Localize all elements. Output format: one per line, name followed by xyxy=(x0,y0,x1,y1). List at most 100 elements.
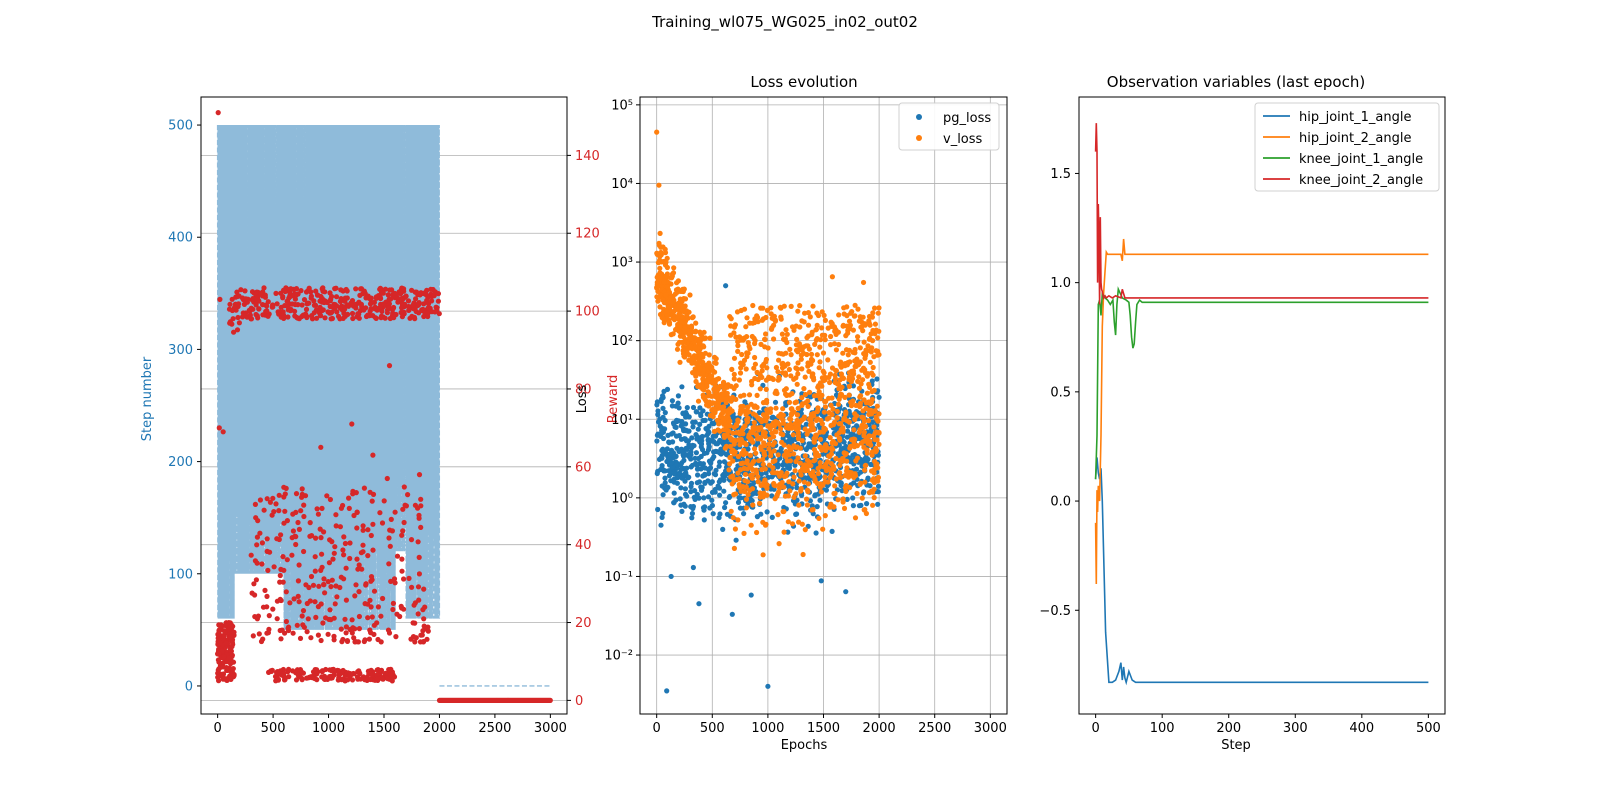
v-loss-point xyxy=(866,433,873,439)
reward-point xyxy=(287,600,293,606)
v-loss-point xyxy=(701,366,707,372)
pg-loss-point xyxy=(709,479,715,485)
v-loss-point xyxy=(794,336,800,342)
v-loss-point xyxy=(799,366,805,372)
v-loss-point xyxy=(815,405,821,411)
reward-point xyxy=(289,552,295,558)
reward-point xyxy=(343,624,349,630)
reward-point xyxy=(337,298,343,304)
reward-point xyxy=(333,294,340,300)
reward-point xyxy=(327,607,333,613)
pg-loss-point xyxy=(675,393,682,399)
v-loss-point xyxy=(785,519,791,525)
v-loss-point xyxy=(787,416,793,422)
reward-point xyxy=(345,311,351,317)
pg-loss-point xyxy=(713,433,719,439)
v-loss-point xyxy=(871,354,877,360)
reward-point xyxy=(293,509,299,515)
v-loss-point xyxy=(778,415,784,421)
v-loss-point xyxy=(816,365,822,371)
v-loss-point xyxy=(835,401,842,407)
v-loss-point xyxy=(747,452,754,458)
v-loss-point xyxy=(697,329,703,335)
pg-loss-point xyxy=(660,393,666,399)
p1-ytick-label: 100 xyxy=(168,567,193,582)
reward-point xyxy=(224,666,230,672)
v-loss-point xyxy=(791,376,797,382)
reward-point xyxy=(284,298,290,304)
reward-point xyxy=(296,599,302,605)
v-loss-point xyxy=(852,515,859,521)
reward-point xyxy=(315,292,321,298)
v-loss-point xyxy=(791,451,797,457)
v-loss-point xyxy=(827,371,834,377)
reward-point xyxy=(421,616,427,622)
reward-point xyxy=(254,289,260,295)
pg-loss-point xyxy=(683,445,689,451)
p3-xtick-label: 400 xyxy=(1349,721,1374,736)
v-loss-point xyxy=(842,451,849,458)
v-loss-point xyxy=(759,317,765,323)
reward-point xyxy=(286,666,292,673)
p2-title: Loss evolution xyxy=(750,73,857,91)
v-loss-point xyxy=(682,337,688,343)
p2-legend-box xyxy=(898,102,1000,151)
reward-point xyxy=(257,530,263,536)
reward-point xyxy=(226,620,232,626)
pg-loss-point xyxy=(655,408,661,414)
v-loss-point xyxy=(692,371,699,377)
v-loss-point xyxy=(657,253,663,260)
pg-loss-point xyxy=(735,499,742,505)
v-loss-point xyxy=(747,463,754,469)
reward-point xyxy=(310,582,317,588)
p3-xtick-label: 500 xyxy=(1416,721,1441,736)
v-loss-point xyxy=(706,360,712,366)
p1-xtick-label: 2500 xyxy=(478,721,511,736)
pg-loss-point xyxy=(705,478,711,484)
reward-point xyxy=(328,584,334,590)
reward-point xyxy=(229,639,235,645)
v-loss-point xyxy=(751,420,757,426)
p1-ytick-label: 500 xyxy=(168,119,193,134)
v-loss-point xyxy=(845,352,851,358)
v-loss-point xyxy=(846,374,853,380)
reward-point xyxy=(247,312,253,318)
reward-point xyxy=(370,547,376,553)
reward-point xyxy=(343,630,349,636)
pg-loss-point xyxy=(854,423,860,429)
reward-point xyxy=(380,290,386,296)
reward-point xyxy=(317,526,323,532)
reward-point xyxy=(322,298,328,304)
v-loss-point xyxy=(772,390,778,396)
v-loss-point xyxy=(680,307,686,313)
pg-loss-point xyxy=(769,415,775,421)
v-loss-point xyxy=(838,421,844,427)
pg-loss-point xyxy=(785,529,791,535)
reward-point xyxy=(369,614,375,620)
pg-loss-point xyxy=(696,495,702,501)
v-loss-point xyxy=(796,502,802,508)
reward-point xyxy=(415,539,421,545)
v-loss-point xyxy=(781,303,787,309)
v-loss-point xyxy=(815,384,821,390)
v-loss-point xyxy=(769,315,775,321)
v-loss-point xyxy=(701,336,708,342)
reward-point xyxy=(378,315,384,321)
v-loss-point xyxy=(754,529,760,536)
v-loss-point xyxy=(693,328,699,334)
p3-legend-label-hip-joint-1-angle: hip_joint_1_angle xyxy=(1299,110,1411,125)
v-loss-point xyxy=(844,304,850,310)
v-loss-point xyxy=(741,392,747,398)
pg-loss-point xyxy=(677,496,683,502)
pg-loss-point xyxy=(750,491,756,497)
v-loss-point xyxy=(781,529,787,535)
reward-point xyxy=(374,667,380,673)
v-loss-point xyxy=(799,417,805,423)
v-loss-point xyxy=(844,465,850,471)
pg-loss-point xyxy=(665,432,671,438)
v-loss-point xyxy=(791,474,797,480)
reward-point xyxy=(356,315,362,321)
v-loss-point xyxy=(860,424,866,431)
reward-point xyxy=(390,600,396,607)
reward-point xyxy=(295,578,301,584)
